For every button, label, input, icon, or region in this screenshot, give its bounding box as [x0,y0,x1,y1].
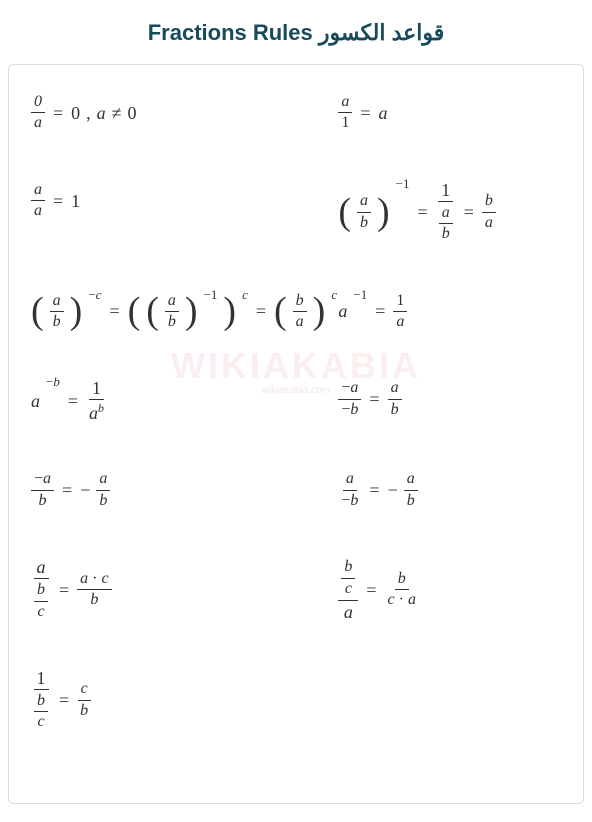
rule-5: ( ab )−c = ( ( ab )−1 )c = ( ba )c [31,292,338,332]
rule-row: 0a = 0 , a ≠ 0 a1 = a [31,93,561,133]
rule-row: abc = a · cb bca = bc · a [31,558,561,621]
rule-7: a−b = 1ab [31,379,338,422]
rule-11: abc = a · cb [31,558,338,621]
title-ar: قواعد الكسور [319,20,444,45]
rule-row: 1bc = cb [31,669,561,732]
rule-3: aa = 1 [31,181,338,221]
rule-row: aa = 1 ( ab )−1 = 1ab = ba [31,181,561,244]
rule-12: bca = bc · a [338,558,561,621]
rule-2: a1 = a [338,93,561,133]
rule-9: −ab = − ab [31,470,338,510]
rule-row: ( ab )−c = ( ( ab )−1 )c = ( ba )c a−1 =… [31,292,561,332]
page-title: Fractions Rules قواعد الكسور [0,0,592,64]
rule-10: a−b = − ab [338,470,561,510]
rule-row: a−b = 1ab −a−b = ab [31,379,561,422]
rule-row: −ab = − ab a−b = − ab [31,470,561,510]
title-en: Fractions Rules [148,20,313,45]
rules-card: WIKIAKABIA wikiakabia.com 0a = 0 , a ≠ 0… [8,64,584,804]
rule-1: 0a = 0 , a ≠ 0 [31,93,338,133]
rule-13: 1bc = cb [31,669,338,732]
rule-6: a−1 = 1a [338,292,561,332]
rule-4: ( ab )−1 = 1ab = ba [338,181,561,244]
rule-8: −a−b = ab [338,379,561,419]
